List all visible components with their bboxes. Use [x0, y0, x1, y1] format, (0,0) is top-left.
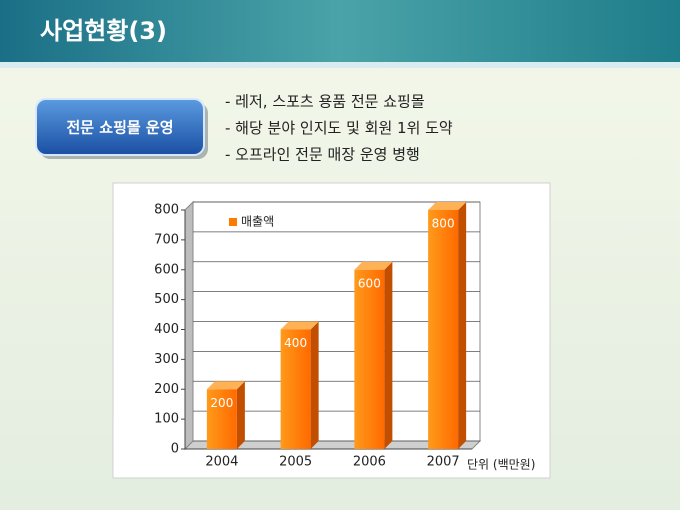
unit-label: 단위 (백만원) [467, 458, 535, 472]
x-tick-label: 2005 [279, 455, 312, 470]
chart: 0 100 200 300 400 500 600 700 800 2004 200 2005 400 2… [154, 200, 535, 472]
x-tick-label: 2004 [205, 455, 238, 470]
y-tick-label: 0 [171, 442, 179, 457]
bar-side [384, 261, 393, 449]
y-tick-label: 300 [154, 352, 179, 367]
x-tick-label: 2007 [427, 455, 460, 470]
y-tick-label: 200 [154, 382, 179, 397]
bar-top [206, 381, 245, 390]
legend-label: 매출액 [241, 215, 274, 229]
y-tick-label: 600 [154, 262, 179, 277]
bar [280, 329, 311, 449]
bullet-list: - 레저, 스포츠 용품 전문 쇼핑몰 - 해당 분야 인지도 및 회원 1위 도… [225, 93, 453, 164]
y-tick-label: 100 [154, 412, 179, 427]
bar-side [458, 202, 467, 449]
data-label: 800 [432, 217, 455, 231]
x-tick-label: 2006 [353, 455, 386, 470]
plot-side [184, 200, 194, 451]
legend-swatch [229, 218, 237, 226]
y-tick-label: 700 [154, 232, 179, 247]
header-stripe [0, 62, 680, 68]
bar-side [310, 321, 319, 449]
bar-side [236, 381, 245, 449]
bullet: - 레저, 스포츠 용품 전문 쇼핑몰 [225, 93, 425, 111]
y-tick-label: 800 [154, 203, 179, 218]
badge-text: 전문 쇼핑몰 운영 [66, 119, 173, 137]
y-tick-label: 500 [154, 292, 179, 307]
data-label: 600 [358, 276, 381, 290]
badge [35, 98, 205, 156]
bullet: - 해당 분야 인지도 및 회원 1위 도약 [225, 119, 453, 137]
bar-top [354, 261, 393, 270]
bar-top [280, 321, 319, 330]
data-label: 200 [210, 396, 233, 410]
header-band [0, 0, 680, 62]
bar-top [428, 202, 467, 210]
bar [206, 389, 237, 449]
bullet: - 오프라인 전문 매장 운영 병행 [225, 146, 420, 164]
bar [354, 269, 385, 449]
data-label: 400 [284, 336, 307, 350]
y-tick-label: 400 [154, 322, 179, 337]
bar [428, 210, 459, 449]
slide-title: 사업현황(3) [40, 17, 167, 45]
